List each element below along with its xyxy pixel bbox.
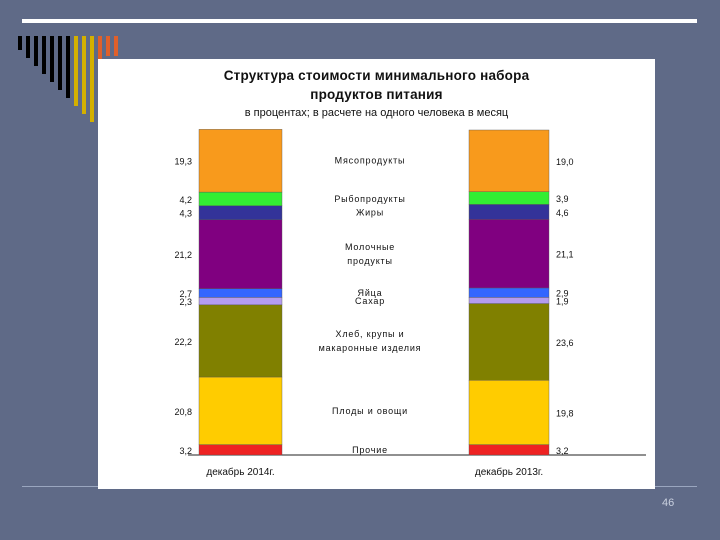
bar-segment-прочие-1 xyxy=(198,444,283,456)
data-label-сахар-2: 1,9 xyxy=(556,296,569,306)
bar-segment-рыбопродукты-1 xyxy=(198,191,283,206)
bar-segment-хлеб-крупы-и-макаронные-изделия-2 xyxy=(468,303,550,381)
bar-segment-яйца-1 xyxy=(198,288,283,298)
bar-segment-прочие-2 xyxy=(468,444,550,456)
legend-label-плоды-и-овощи: Плоды и овощи xyxy=(332,406,408,416)
data-label-жиры-1: 4,3 xyxy=(179,209,192,219)
bar-segment-сахар-1 xyxy=(198,297,283,306)
legend-label-рыбопродукты: Рыбопродукты xyxy=(334,194,405,204)
page-number: 46 xyxy=(662,497,675,509)
bar-segment-сахар-2 xyxy=(468,297,550,304)
data-label-хлеб-крупы-и-макаронные-изделия-2: 23,6 xyxy=(556,338,574,348)
bar-segment-мясопродукты-1 xyxy=(198,129,283,193)
bar-segment-хлеб-крупы-и-макаронные-изделия-1 xyxy=(198,304,283,378)
bar-segment-яйца-2 xyxy=(468,287,550,298)
data-label-прочие-1: 3,2 xyxy=(179,446,192,456)
data-label-рыбопродукты-2: 3,9 xyxy=(556,194,569,204)
chart-subtitle: в процентах; в расчете на одного человек… xyxy=(244,107,509,119)
bar-segment-молочные-продукты-2 xyxy=(468,219,550,289)
chart-title-line-2: продуктов питания xyxy=(310,87,443,102)
x-tick-label: декабрь 2013г. xyxy=(475,466,543,478)
chart-panel: Структура стоимости минимального набора … xyxy=(98,59,655,489)
data-label-жиры-2: 4,6 xyxy=(556,208,569,218)
legend-label-молочные-продукты: продукты xyxy=(347,256,392,266)
data-label-рыбопродукты-1: 4,2 xyxy=(179,195,192,205)
bar-segment-рыбопродукты-2 xyxy=(468,191,550,205)
data-label-хлеб-крупы-и-макаронные-изделия-1: 22,2 xyxy=(174,337,192,347)
bar-segment-молочные-продукты-1 xyxy=(198,219,283,289)
legend-label-мясопродукты: Мясопродукты xyxy=(335,156,406,166)
legend-label-сахар: Сахар xyxy=(355,296,385,306)
legend-label-хлеб-крупы-и-макаронные-изделия: макаронные изделия xyxy=(319,343,422,353)
data-label-мясопродукты-1: 19,3 xyxy=(174,157,192,167)
data-label-молочные-продукты-1: 21,2 xyxy=(174,250,192,260)
data-label-плоды-и-овощи-1: 20,8 xyxy=(174,407,192,417)
legend-label-хлеб-крупы-и-макаронные-изделия: Хлеб, крупы и xyxy=(336,329,405,339)
data-label-плоды-и-овощи-2: 19,8 xyxy=(556,408,574,418)
bar-segment-жиры-1 xyxy=(198,205,283,220)
legend-label-жиры: Жиры xyxy=(356,208,384,218)
data-label-молочные-продукты-2: 21,1 xyxy=(556,250,574,260)
data-label-сахар-1: 2,3 xyxy=(179,297,192,307)
bar-segment-плоды-и-овощи-2 xyxy=(468,380,550,445)
data-label-мясопродукты-2: 19,0 xyxy=(556,157,574,167)
stacked-bar-chart: 3,2 20,8 22,2 2,32,7 21,2 4,3 4,2 19,3 декабрь 2… xyxy=(174,129,646,478)
legend-label-молочные-продукты: Молочные xyxy=(345,242,395,252)
bar-segment-плоды-и-овощи-1 xyxy=(198,376,283,445)
data-label-яйца-2: 2,9 xyxy=(556,289,569,299)
chart-title: Структура стоимости минимального набора xyxy=(223,68,530,83)
top-rule xyxy=(22,19,697,23)
data-label-яйца-1: 2,7 xyxy=(179,289,192,299)
legend-label-яйца: Яйца xyxy=(358,288,383,298)
data-label-прочие-2: 3,2 xyxy=(556,446,569,456)
legend-label-прочие: Прочие xyxy=(352,445,388,455)
bar-segment-мясопродукты-2 xyxy=(468,129,550,192)
bar-segment-жиры-2 xyxy=(468,204,550,220)
x-tick-label: декабрь 2014г. xyxy=(206,466,274,478)
